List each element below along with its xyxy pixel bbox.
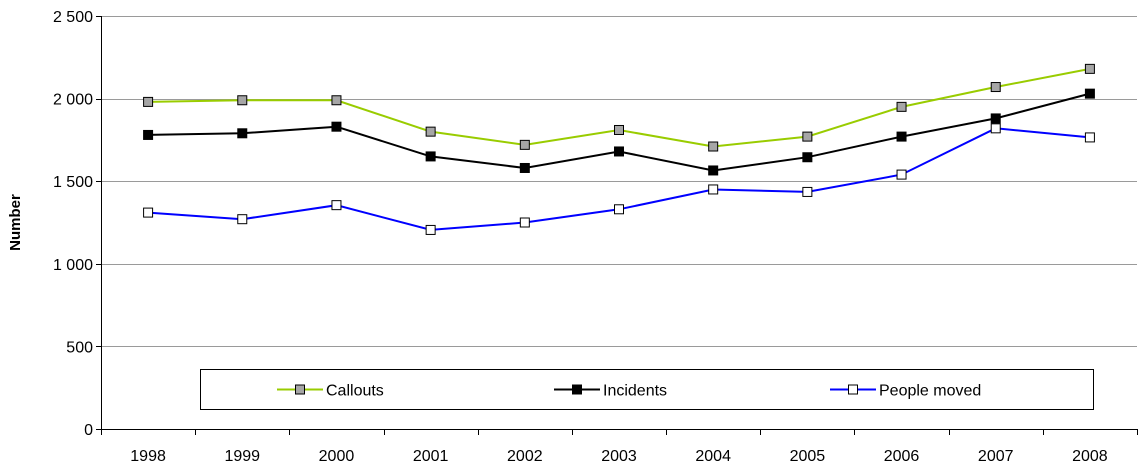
y-axis-title: Number — [7, 194, 24, 251]
data-point-0-2004 — [708, 141, 719, 152]
data-point-0-2006 — [896, 101, 907, 112]
data-point-2-2001 — [425, 224, 436, 235]
data-point-0-2002 — [519, 139, 530, 150]
y-tick-label-3: 1 500 — [53, 174, 93, 191]
y-tick-labels: 0 500 1 000 1 500 2 000 2 500 — [53, 9, 93, 439]
legend: Callouts Incidents People moved — [200, 369, 1094, 410]
data-point-1-1998 — [143, 129, 154, 140]
legend-label-1: Incidents — [603, 383, 667, 400]
data-point-2-2004 — [708, 184, 719, 195]
data-point-0-1998 — [143, 96, 154, 107]
x-tick-label-2005: 2005 — [790, 448, 826, 465]
data-point-0-2007 — [990, 82, 1001, 93]
data-point-0-2003 — [614, 124, 624, 135]
series-people-moved — [143, 123, 1095, 235]
x-tick-label-2001: 2001 — [413, 448, 449, 465]
series-lines — [143, 63, 1095, 235]
legend-box — [200, 369, 1094, 410]
data-point-2-2006 — [896, 169, 907, 180]
x-tick-labels: 1998 1999 2000 2001 2002 2003 2004 2005 2006 2007… — [130, 448, 1108, 465]
data-point-2-1999 — [237, 214, 248, 225]
series-line-2 — [148, 127, 1090, 231]
data-point-0-1999 — [237, 95, 248, 106]
data-point-0-2000 — [331, 95, 342, 106]
data-point-1-2004 — [708, 165, 719, 176]
legend-label-2: People moved — [879, 383, 981, 400]
data-point-1-2000 — [331, 121, 342, 132]
x-tick-label-2004: 2004 — [695, 448, 731, 465]
data-point-1-2008 — [1084, 88, 1095, 99]
data-point-1-2003 — [614, 146, 624, 157]
legend-swatch-marker-0 — [295, 384, 305, 395]
data-point-1-2005 — [802, 152, 813, 163]
data-point-2-2000 — [331, 200, 342, 211]
data-point-0-2005 — [802, 131, 813, 142]
x-tick-label-1998: 1998 — [130, 448, 166, 465]
data-point-1-1999 — [237, 128, 248, 139]
data-point-0-2008 — [1084, 63, 1095, 74]
y-tick-label-4: 2 000 — [53, 92, 93, 109]
legend-swatch-marker-1 — [572, 384, 582, 395]
gridlines — [101, 16, 1137, 347]
y-tick-label-0: 0 — [84, 422, 93, 439]
data-point-1-2002 — [519, 162, 530, 173]
data-point-1-2001 — [425, 151, 436, 162]
axes — [96, 16, 1138, 435]
data-point-1-2006 — [896, 131, 907, 142]
series-incidents — [143, 88, 1095, 176]
x-tick-label-2002: 2002 — [507, 448, 543, 465]
x-tick-label-2003: 2003 — [601, 448, 637, 465]
x-tick-label-1999: 1999 — [224, 448, 260, 465]
x-tick-label-2007: 2007 — [978, 448, 1014, 465]
data-point-2-1998 — [143, 207, 154, 218]
series-callouts — [143, 63, 1095, 152]
data-point-0-2001 — [425, 126, 436, 137]
x-tick-label-2006: 2006 — [884, 448, 920, 465]
data-point-2-2008 — [1084, 132, 1095, 143]
legend-label-0: Callouts — [326, 383, 384, 400]
y-tick-label-5: 2 500 — [53, 9, 93, 26]
legend-swatch-marker-2 — [848, 384, 858, 395]
y-tick-label-2: 1 000 — [53, 257, 93, 274]
data-point-1-2007 — [990, 113, 1001, 124]
data-point-2-2003 — [614, 204, 624, 215]
data-point-2-2005 — [802, 186, 813, 197]
x-tick-label-2000: 2000 — [319, 448, 355, 465]
data-point-2-2007 — [990, 123, 1001, 134]
data-point-2-2002 — [519, 217, 530, 228]
y-tick-label-1: 500 — [66, 339, 93, 356]
x-tick-label-2008: 2008 — [1072, 448, 1108, 465]
